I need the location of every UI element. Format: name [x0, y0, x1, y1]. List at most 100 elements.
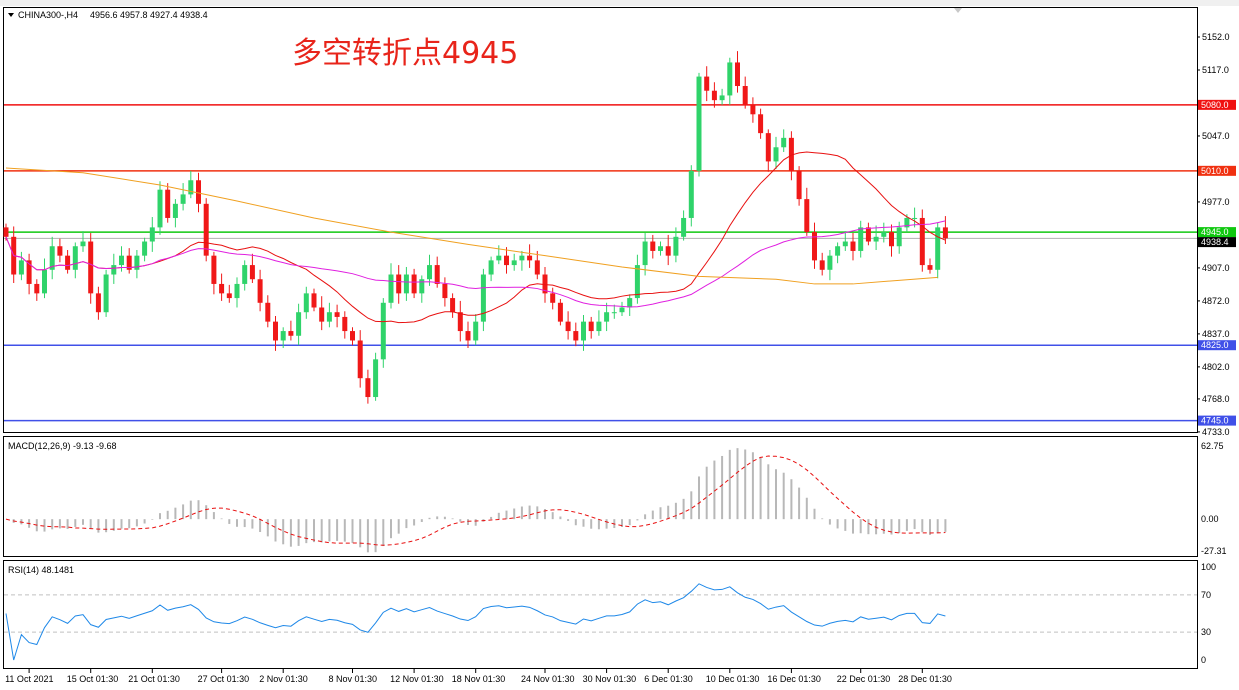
candle-body	[473, 321, 479, 341]
candle-body	[203, 203, 209, 256]
x-tick-label: 16 Dec 01:30	[767, 674, 821, 684]
price-tag-bg	[1198, 415, 1236, 426]
price-tag: 4945.0	[1201, 227, 1229, 237]
candle-body	[442, 283, 448, 299]
candle-body	[896, 227, 902, 247]
candle-body	[573, 331, 579, 341]
y-tick-label: 4977.0	[1202, 197, 1230, 207]
x-tick-label: 12 Nov 01:30	[390, 674, 444, 684]
candle-body	[557, 302, 563, 322]
candle-body	[511, 260, 517, 266]
candle-body	[812, 232, 817, 261]
price-tag: 4745.0	[1201, 416, 1229, 426]
x-tick-label: 27 Oct 01:30	[198, 674, 250, 684]
candle-body	[804, 199, 810, 233]
candle-body	[889, 232, 894, 247]
candle-body	[26, 260, 32, 284]
price-tag-bg	[1198, 227, 1236, 238]
x-tick-label: 24 Nov 01:30	[521, 674, 575, 684]
candle-body	[704, 76, 710, 91]
candle-body	[696, 76, 702, 171]
candle-body	[819, 260, 825, 270]
macd-tick-label: 0.00	[1201, 514, 1219, 524]
collapse-triangle-icon[interactable]	[8, 13, 14, 17]
candle-body	[219, 283, 225, 294]
candle-body	[242, 265, 248, 284]
price-tag-bg	[1198, 99, 1236, 110]
candle-body	[750, 104, 756, 115]
candle-body	[581, 321, 586, 341]
candle-body	[904, 217, 910, 228]
candle-body	[103, 274, 109, 313]
shift-marker-icon[interactable]	[954, 8, 962, 13]
x-tick-label: 15 Oct 01:30	[67, 674, 119, 684]
candle-body	[134, 255, 140, 270]
y-tick-label: 4768.0	[1202, 394, 1230, 404]
candle-body	[196, 180, 201, 204]
candle-body	[488, 260, 494, 275]
y-tick-label: 5117.0	[1202, 65, 1229, 75]
candle-body	[565, 321, 571, 332]
candle-body	[935, 227, 941, 270]
candle-body	[396, 274, 402, 294]
candle-body	[850, 241, 856, 251]
price-tag-bg	[1198, 340, 1236, 351]
candle-body	[188, 180, 194, 195]
candle-body	[781, 137, 787, 148]
candle-body	[480, 274, 486, 322]
candle-body	[342, 316, 348, 332]
candle-body	[180, 194, 186, 204]
candle-body	[111, 265, 117, 275]
candle-body	[912, 217, 918, 219]
ohlc-readout: 4956.6 4957.8 4927.4 4938.4	[90, 10, 208, 20]
candle-body	[927, 265, 933, 270]
candle-body	[588, 321, 594, 332]
candle-body	[688, 170, 694, 218]
candle-body	[350, 331, 355, 341]
candle-body	[72, 246, 78, 270]
candle-body	[496, 255, 502, 261]
price-tag-bg	[1198, 237, 1236, 248]
candle-body	[373, 359, 379, 398]
candle-body	[858, 227, 864, 251]
x-tick-label: 2 Nov 01:30	[259, 674, 308, 684]
candle-body	[288, 331, 294, 336]
candle-body	[34, 283, 40, 294]
candle-body	[334, 312, 340, 317]
main-panel	[3, 7, 1198, 433]
y-tick-label: 4802.0	[1202, 362, 1230, 372]
candle-body	[942, 227, 948, 239]
price-tag: 5010.0	[1201, 166, 1229, 176]
candle-body	[450, 298, 456, 313]
candle-body	[681, 217, 687, 237]
candle-body	[504, 255, 509, 266]
window-top-bar	[0, 0, 1239, 6]
candle-body	[42, 269, 47, 294]
candle-body	[711, 90, 717, 101]
candle-body	[665, 246, 671, 256]
x-tick-label: 30 Nov 01:30	[583, 674, 637, 684]
candle-body	[65, 255, 71, 270]
candle-body	[257, 279, 263, 303]
candle-body	[742, 86, 748, 105]
x-tick-label: 6 Dec 01:30	[644, 674, 693, 684]
candle-body	[865, 227, 871, 242]
macd-label: MACD(12,26,9) -9.13 -9.68	[8, 441, 117, 451]
candle-body	[319, 307, 325, 322]
price-tag-bg	[1198, 165, 1236, 176]
candle-body	[773, 147, 779, 162]
candle-body	[388, 274, 394, 303]
candle-body	[249, 265, 255, 280]
candle-body	[788, 137, 794, 171]
candle-body	[796, 170, 802, 200]
candle-body	[57, 246, 63, 256]
price-tag: 4825.0	[1201, 340, 1229, 350]
candle-body	[827, 255, 833, 270]
candle-body	[226, 293, 232, 299]
y-tick-label: 4733.0	[1202, 427, 1230, 437]
pivot-annotation: 多空转折点4945	[292, 36, 518, 71]
candle-body	[650, 241, 656, 251]
rsi-label: RSI(14) 48.1481	[8, 565, 74, 575]
price-tag: 4938.4	[1201, 237, 1229, 247]
